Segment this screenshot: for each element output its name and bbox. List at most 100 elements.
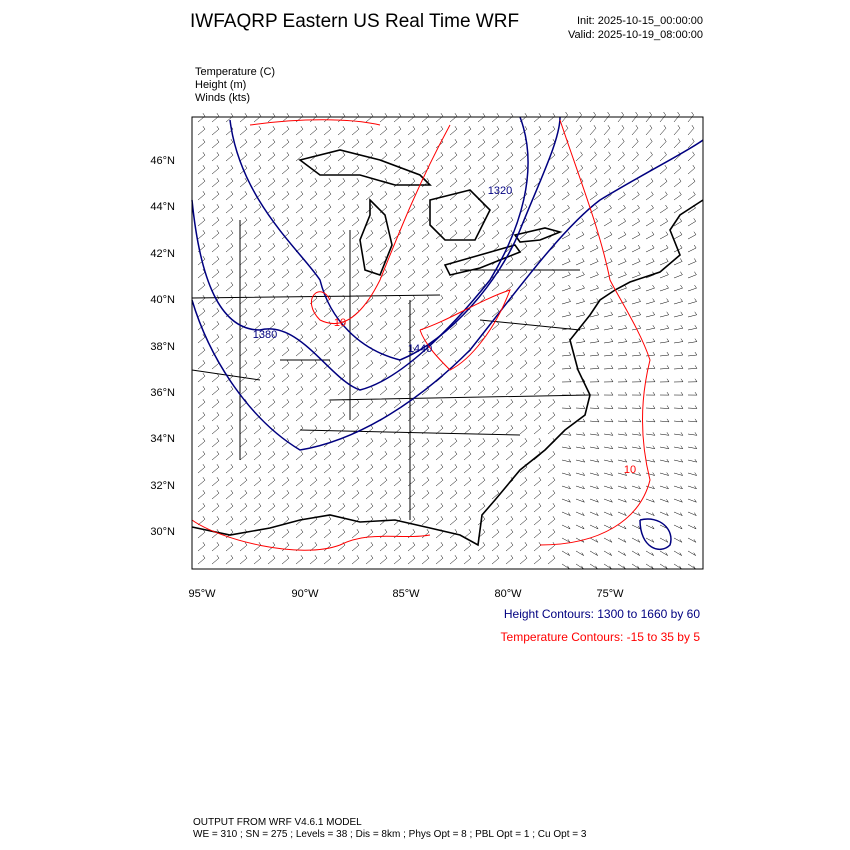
wind-barb	[645, 125, 653, 136]
wind-barb	[337, 386, 346, 396]
wind-barb	[687, 284, 697, 292]
wind-barb	[673, 445, 684, 450]
wind-barb	[281, 139, 290, 149]
wind-barb	[281, 477, 290, 487]
wind-barb	[225, 243, 234, 253]
wind-barb	[365, 230, 374, 240]
wind-barb	[533, 165, 542, 175]
wind-barb	[449, 178, 458, 188]
wind-barb	[519, 334, 528, 344]
wind-barb	[323, 503, 332, 513]
wind-barb	[379, 373, 388, 383]
wind-barb	[603, 485, 614, 490]
wind-barb	[239, 412, 248, 422]
wind-barb	[351, 438, 360, 448]
wind-barb	[365, 178, 374, 188]
wind-barb	[351, 204, 360, 214]
wind-barb	[659, 231, 669, 240]
wind-barb	[547, 373, 556, 383]
height-legend: Height Contours: 1300 to 1660 by 60	[504, 607, 700, 621]
wind-barb	[295, 165, 304, 175]
wind-barb	[309, 191, 318, 201]
wind-barb	[617, 511, 627, 517]
wind-barb	[617, 284, 627, 292]
wind-barb	[309, 373, 318, 383]
wind-barb	[589, 311, 600, 318]
wind-barb	[673, 458, 684, 463]
lon-label: 90°W	[291, 588, 319, 600]
wind-barb	[281, 126, 290, 136]
wind-barb	[309, 555, 318, 565]
wind-barb	[673, 258, 683, 266]
wind-barb	[337, 308, 346, 318]
wind-barb	[561, 284, 571, 292]
wind-barb	[645, 550, 654, 556]
wind-barb	[225, 113, 234, 123]
wind-barb	[225, 191, 234, 201]
wind-barb	[575, 550, 584, 556]
wind-barb	[687, 178, 696, 188]
wind-barb	[463, 464, 472, 474]
wind-barb	[239, 373, 248, 383]
wind-barb	[267, 308, 276, 318]
wind-barb	[575, 284, 585, 292]
wind-barb	[659, 298, 669, 305]
wind-barb	[659, 511, 669, 517]
wind-barb	[589, 271, 599, 279]
wind-barb	[435, 412, 444, 422]
wind-barb	[435, 503, 444, 513]
wind-barb	[323, 490, 332, 500]
wind-barb	[309, 412, 318, 422]
wind-barb	[491, 503, 500, 513]
wind-barb	[337, 503, 346, 513]
wind-barb	[309, 477, 318, 487]
wind-barb	[491, 386, 500, 396]
height-contour	[229, 116, 561, 361]
wind-barb	[225, 542, 234, 552]
wind-barb	[631, 178, 640, 188]
wind-barb	[547, 113, 556, 123]
wind-barb	[631, 338, 642, 344]
wind-barb	[617, 550, 626, 556]
wind-barb	[351, 113, 360, 123]
wind-barb	[673, 138, 681, 149]
wind-barb	[463, 477, 472, 487]
wind-barb	[659, 151, 667, 162]
wind-barb	[393, 477, 402, 487]
wind-barb	[267, 321, 276, 331]
wind-barb	[379, 139, 388, 149]
wind-barb	[225, 412, 234, 422]
wind-barb	[631, 511, 641, 517]
wind-barb	[281, 373, 290, 383]
wind-barb	[547, 477, 556, 487]
valid-time: Valid: 2025-10-19_08:00:00	[568, 29, 703, 41]
wind-barb	[603, 325, 614, 331]
wind-barb	[295, 542, 304, 552]
wind-barb	[589, 365, 600, 370]
wind-barb	[477, 243, 486, 253]
wind-barb	[323, 373, 332, 383]
wind-barb	[379, 334, 388, 344]
wind-barb	[645, 204, 654, 214]
wind-barb	[505, 464, 514, 474]
wind-barb	[337, 360, 346, 370]
lon-label: 80°W	[494, 588, 522, 600]
wind-barb	[687, 191, 696, 201]
wind-barb	[491, 464, 500, 474]
wind-barb	[351, 399, 360, 409]
wind-barb	[561, 325, 572, 331]
wind-barb	[309, 282, 318, 292]
wind-barb	[435, 386, 444, 396]
wind-barb	[281, 555, 290, 565]
wind-barb	[393, 438, 402, 448]
wind-barb	[589, 432, 600, 436]
wind-barb	[463, 126, 472, 136]
wind-barb	[491, 178, 500, 188]
wind-barb	[323, 269, 332, 279]
wind-barb	[379, 165, 388, 175]
wind-barb	[505, 555, 514, 565]
wind-barb	[631, 351, 642, 357]
wind-barb	[253, 451, 262, 461]
wind-barb	[631, 218, 641, 227]
